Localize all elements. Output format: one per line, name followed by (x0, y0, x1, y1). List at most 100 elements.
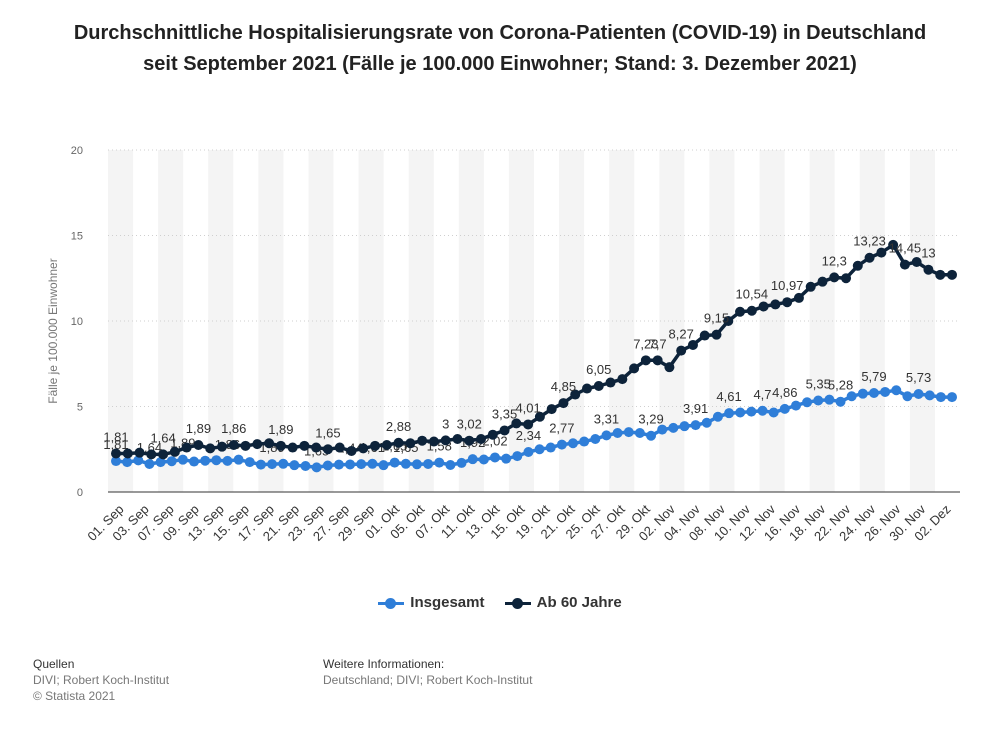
data-point-insgesamt (868, 387, 879, 398)
data-point-insgesamt (902, 391, 913, 402)
data-point-ab60 (511, 418, 522, 429)
data-point-ab60 (876, 247, 887, 258)
data-point-ab60 (770, 299, 781, 310)
data-point-insgesamt (255, 459, 266, 470)
data-point-ab60 (593, 380, 604, 391)
legend-item-ab60[interactable]: Ab 60 Jahre (504, 594, 622, 611)
data-point-insgesamt (891, 385, 902, 396)
data-label-ab60: 7,7 (649, 336, 667, 351)
data-point-ab60 (240, 440, 251, 451)
data-point-insgesamt (790, 400, 801, 411)
data-label-ab60: 6,05 (586, 362, 611, 377)
data-point-ab60 (193, 439, 204, 450)
data-point-insgesamt (501, 453, 512, 464)
data-point-ab60 (228, 439, 239, 450)
data-point-ab60 (358, 443, 369, 454)
data-label-ab60: 1,89 (186, 421, 211, 436)
data-label-insgesamt: 5,35 (806, 377, 831, 392)
series-ab60: 1,81 1,64 1,89 1,86 1,89 1,65 2,88 3 3,02 3,354,0… (103, 234, 957, 460)
data-label-insgesamt: 3,31 (594, 411, 619, 426)
data-point-ab60 (393, 437, 404, 448)
data-point-insgesamt (757, 405, 768, 416)
data-point-insgesamt (735, 407, 746, 418)
data-label-insgesamt: 5,73 (906, 370, 931, 385)
data-label-ab60: 4,85 (551, 379, 576, 394)
legend-symbol-insgesamt (378, 597, 405, 609)
series-insgesamt: 1,811,641,891,861,891,651,441,611,651,65… (103, 369, 957, 473)
data-point-ab60 (523, 419, 534, 430)
data-point-ab60 (711, 329, 722, 340)
data-label-ab60: 1,81 (103, 430, 128, 445)
data-point-insgesamt (523, 446, 534, 457)
data-point-insgesamt (724, 408, 735, 419)
data-point-insgesamt (545, 442, 556, 453)
data-point-ab60 (782, 297, 793, 308)
data-label-ab60: 10,54 (736, 287, 769, 302)
data-point-insgesamt (378, 460, 389, 471)
data-point-ab60 (322, 444, 333, 455)
data-point-ab60 (640, 355, 651, 366)
data-label-ab60: 9,15 (704, 311, 729, 326)
data-point-insgesamt (166, 456, 177, 467)
data-point-insgesamt (690, 420, 701, 431)
legend: Insgesamt Ab 60 Jahre (0, 594, 1000, 613)
data-point-insgesamt (746, 406, 757, 417)
data-point-insgesamt (467, 454, 478, 465)
plot-band (559, 150, 585, 492)
data-point-insgesamt (177, 454, 188, 465)
data-label-ab60: 14,45 (889, 241, 922, 256)
legend-item-insgesamt[interactable]: Insgesamt (378, 594, 484, 611)
data-point-insgesamt (512, 451, 523, 462)
data-point-ab60 (629, 363, 640, 374)
plot-band (508, 150, 534, 492)
data-point-ab60 (381, 439, 392, 450)
data-point-insgesamt (155, 457, 166, 468)
data-label-ab60: 1,64 (150, 430, 175, 445)
info-text: Deutschland; DIVI; Robert Koch-Institut (323, 673, 533, 687)
data-label-ab60: 10,97 (771, 278, 804, 293)
data-label-ab60: 8,27 (669, 327, 694, 342)
data-point-ab60 (346, 445, 357, 456)
data-point-ab60 (134, 447, 145, 458)
data-point-insgesamt (634, 428, 645, 439)
data-point-insgesamt (211, 455, 222, 466)
data-label-ab60: 1,65 (315, 425, 340, 440)
data-label-insgesamt: 5,79 (861, 369, 886, 384)
data-point-insgesamt (411, 459, 422, 470)
data-point-ab60 (287, 442, 298, 453)
data-point-insgesamt (802, 397, 813, 408)
data-point-ab60 (793, 292, 804, 303)
legend-label-insgesamt: Insgesamt (410, 594, 485, 611)
data-point-ab60 (299, 440, 310, 451)
data-label-insgesamt: 2,34 (516, 428, 541, 443)
data-point-insgesamt (779, 403, 790, 414)
data-point-insgesamt (478, 454, 489, 465)
y-tick-label: 5 (77, 402, 83, 414)
data-point-ab60 (146, 449, 157, 460)
data-point-ab60 (805, 281, 816, 292)
data-point-insgesamt (813, 395, 824, 406)
data-point-ab60 (570, 389, 581, 400)
data-point-insgesamt (556, 439, 567, 450)
sources-text: DIVI; Robert Koch-Institut (33, 673, 170, 687)
data-point-ab60 (440, 435, 451, 446)
y-axis-title: Fälle je 100.000 Einwohner (46, 258, 60, 403)
data-point-ab60 (605, 377, 616, 388)
data-point-insgesamt (679, 421, 690, 432)
data-point-ab60 (252, 439, 263, 450)
plot-band (909, 150, 935, 492)
data-point-ab60 (158, 449, 169, 460)
data-label-insgesamt: 2,77 (549, 421, 574, 436)
data-point-ab60 (558, 398, 569, 409)
sources-block: Quellen DIVI; Robert Koch-Institut © Sta… (33, 656, 169, 704)
data-point-insgesamt (423, 458, 434, 469)
data-point-ab60 (911, 257, 922, 268)
plot-band (158, 150, 184, 492)
data-label-insgesamt: 4,7 (753, 387, 771, 402)
data-point-insgesamt (445, 459, 456, 470)
info-heading: Weitere Informationen: (323, 657, 445, 671)
data-point-insgesamt (857, 388, 868, 399)
data-label-ab60: 4,01 (515, 400, 540, 415)
data-point-insgesamt (579, 436, 590, 447)
data-point-insgesamt (612, 428, 623, 439)
